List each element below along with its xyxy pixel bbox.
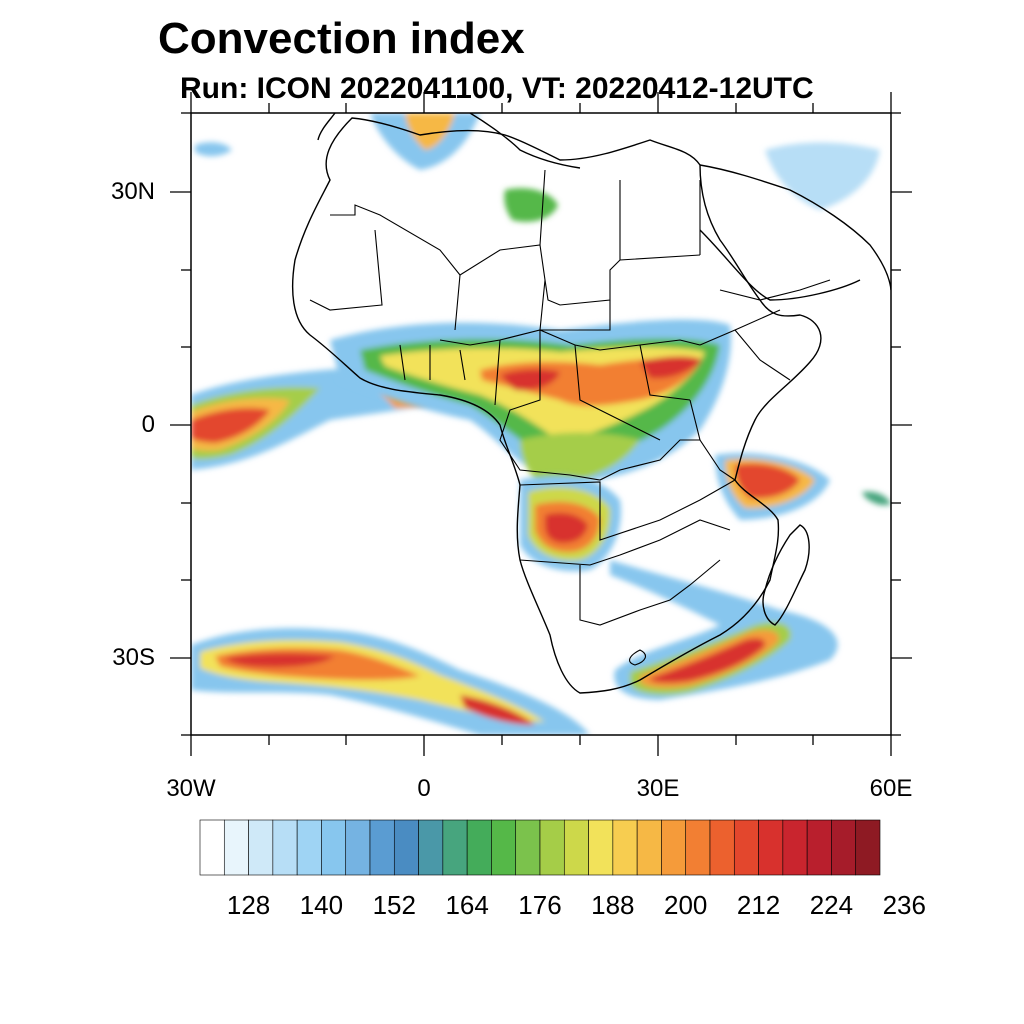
colorbar-box: [831, 819, 857, 876]
colorbar-box: [466, 819, 492, 876]
colorbar-box: [782, 819, 808, 876]
convection-band-angola: [520, 475, 621, 572]
colorbar-box: [393, 819, 419, 876]
axis-ticks: [170, 92, 912, 756]
colorbar-box: [442, 819, 468, 876]
colorbar-label: 164: [445, 890, 489, 920]
colorbar-box: [369, 819, 395, 876]
africa-coastline: [291, 117, 822, 694]
colorbar-box: [199, 819, 225, 876]
lat-label-30s: 30S: [112, 644, 155, 671]
colorbar-label: 188: [591, 890, 635, 920]
chart-title: Convection index: [158, 14, 525, 63]
colorbar-box: [563, 819, 589, 876]
colorbar-box: [515, 819, 541, 876]
colorbar-label: 140: [299, 890, 344, 920]
colorbar-box: [733, 819, 759, 876]
colorbar-box: [636, 819, 662, 876]
coastlines: [291, 113, 891, 694]
chart-subtitle: Run: ICON 2022041100, VT: 20220412-12UTC: [180, 72, 814, 105]
colorbar-box: [272, 819, 298, 876]
madagascar-outline: [762, 524, 810, 626]
lon-label-30w: 30W: [166, 775, 216, 802]
convection-band-east-africa: [715, 452, 891, 520]
country-borders: [309, 169, 831, 666]
colorbar-label: 224: [809, 890, 854, 920]
colorbar-label: 200: [664, 890, 708, 920]
colorbar-box: [612, 819, 638, 876]
colorbar-box: [588, 819, 614, 876]
colorbar-box: [345, 819, 371, 876]
colorbar-box: [418, 819, 444, 876]
convection-field: [191, 113, 891, 735]
colorbar-label: 176: [518, 890, 562, 920]
lat-label-30n: 30N: [110, 178, 155, 205]
colorbar-label: 212: [736, 890, 781, 920]
colorbar-box: [758, 819, 784, 876]
colorbar-label: 152: [372, 890, 416, 920]
colorbar-box: [539, 819, 565, 876]
iberia-coastline: [317, 113, 581, 169]
colorbar-box: [321, 819, 347, 876]
colorbar-box: [855, 819, 881, 876]
lon-label-30e: 30E: [636, 775, 680, 802]
colorbar-label: 236: [882, 890, 926, 920]
lat-label-0: 0: [141, 411, 155, 438]
colorbar-label: 128: [226, 890, 271, 920]
convection-band-mediterranean: [195, 113, 880, 222]
convection-band-southern-front: [610, 560, 838, 700]
map-frame: [190, 112, 892, 736]
colorbar-box: [223, 819, 249, 876]
colorbar-box: [661, 819, 687, 876]
colorbar-box: [709, 819, 735, 876]
colorbar-box: [685, 819, 711, 876]
lon-label-60e: 60E: [869, 775, 913, 802]
colorbar-box: [248, 819, 274, 876]
arabia-coastline: [699, 164, 891, 301]
convection-band-south-atlantic: [191, 628, 590, 735]
colorbar: [199, 819, 881, 876]
lon-label-0: 0: [417, 775, 431, 802]
colorbar-box: [491, 819, 517, 876]
colorbar-box: [296, 819, 322, 876]
colorbar-box: [806, 819, 832, 876]
